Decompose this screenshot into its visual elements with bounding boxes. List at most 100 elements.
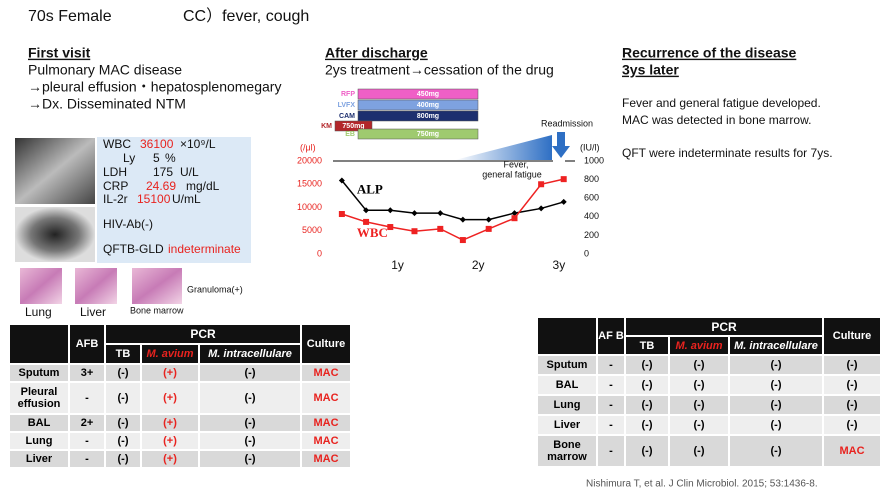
x-tick-label: 1y <box>391 258 404 272</box>
image-label: Bone marrow <box>130 305 184 315</box>
marker <box>560 198 567 205</box>
marker <box>411 228 418 235</box>
y-tick-label: 5000 <box>302 225 322 235</box>
lab-name: CRP <box>103 179 128 193</box>
header-cell: M. intracellulare <box>200 345 300 363</box>
header-row: TB M. avium M. intracellulare <box>538 337 880 354</box>
table-cell: (+) <box>142 433 198 449</box>
marker <box>560 176 567 183</box>
marker <box>459 216 466 223</box>
text-line: QFT were indeterminate results for 7ys. <box>622 146 833 160</box>
series-label: WBC <box>357 225 388 240</box>
lab-name: IL-2r <box>103 192 128 206</box>
table-row: Bone marrow - (-) (-) (-) MAC <box>538 436 880 466</box>
table-cell: - <box>598 416 624 434</box>
marker <box>538 205 545 212</box>
series-label: ALP <box>357 182 383 197</box>
table-cell: (-) <box>670 396 728 414</box>
lab-name: Ly <box>123 151 135 165</box>
text-line: →pleural effusion・hepatosplenomegary <box>28 79 281 95</box>
table-body: Sputum - (-) (-) (-) (-) BAL - (-) (-) (-) (-) Lung -… <box>538 356 880 466</box>
y-tick-label: 0 <box>317 248 322 258</box>
citation: Nishimura T, et al. J Clin Microbiol. 20… <box>586 479 818 490</box>
table-cell: Pleural effusion <box>10 383 68 413</box>
table-cell: - <box>598 396 624 414</box>
y2-tick-label: 800 <box>584 174 599 184</box>
header-cell: AFB <box>70 325 104 363</box>
y2-axis-label: (IU/l) <box>580 142 600 152</box>
header-cell: TB <box>106 345 140 363</box>
y2-tick-label: 1000 <box>584 155 604 165</box>
lab-value: 15100 <box>137 192 171 206</box>
y2-tick-label: 400 <box>584 211 599 221</box>
drug-label: KM <box>321 123 332 130</box>
marker <box>363 218 370 225</box>
table-cell: - <box>70 383 104 413</box>
table-cell: (-) <box>626 376 668 394</box>
section-title: After discharge <box>325 45 428 61</box>
lab-name: WBC <box>103 137 131 151</box>
series-line <box>341 178 564 241</box>
table-cell: Lung <box>538 396 596 414</box>
table-cell: - <box>598 356 624 374</box>
header-cell: Culture <box>302 325 350 363</box>
lab-unit: mg/dL <box>186 179 220 193</box>
drug-label: EB <box>345 131 355 138</box>
marker <box>387 224 394 231</box>
table-cell: (-) <box>200 365 300 381</box>
header-cell <box>10 325 68 363</box>
xray-image <box>15 138 95 204</box>
image-label: Granuloma(+) <box>187 284 243 294</box>
treatment-bar <box>357 128 479 140</box>
table-row: BAL 2+ (-) (+) (-) MAC <box>10 415 350 431</box>
marker <box>485 225 492 232</box>
table-head: AFB PCR Culture TB M. avium M. intracellulare <box>10 325 350 363</box>
header-cell: AF B <box>598 318 624 354</box>
table-row: Liver - (-) (+) (-) MAC <box>10 451 350 467</box>
table-cell: (-) <box>730 396 822 414</box>
table-cell: (-) <box>626 416 668 434</box>
table-cell: (-) <box>626 396 668 414</box>
lab-value: 24.69 <box>146 179 176 193</box>
table-cell: (-) <box>730 376 822 394</box>
table-cell: (-) <box>824 356 880 374</box>
series-line <box>341 180 564 221</box>
table-cell: BAL <box>10 415 68 431</box>
lab-unit: U/mL <box>172 192 201 206</box>
table-head: AF B PCR Culture TB M. avium M. intracellular… <box>538 318 880 354</box>
table-cell: (-) <box>106 365 140 381</box>
table-cell: (-) <box>106 383 140 413</box>
table-row: Sputum - (-) (-) (-) (-) <box>538 356 880 374</box>
lab-box <box>97 137 251 263</box>
section-title: Recurrence of the disease <box>622 45 797 61</box>
treatment-bar <box>357 110 479 122</box>
table-cell: (-) <box>626 436 668 466</box>
table-cell: (-) <box>626 356 668 374</box>
lab-name: LDH <box>103 165 127 179</box>
table-cell: (-) <box>200 433 300 449</box>
table-row: BAL - (-) (-) (-) (-) <box>538 376 880 394</box>
text-line: →Dx. Disseminated NTM <box>28 96 186 112</box>
treatment-bar <box>334 120 373 132</box>
drug-label: RFP <box>341 91 355 98</box>
histology-image <box>20 268 62 304</box>
ct-image <box>15 207 95 262</box>
lab-value: 36100 <box>140 137 174 151</box>
y2-tick-label: 200 <box>584 230 599 240</box>
table-row: Liver - (-) (-) (-) (-) <box>538 416 880 434</box>
table-cell: (-) <box>106 451 140 467</box>
table-cell: (-) <box>730 416 822 434</box>
readmission: Readmission <box>541 118 593 128</box>
table-row: Pleural effusion - (-) (+) (-) MAC <box>10 383 350 413</box>
treatment-bar <box>357 99 479 111</box>
text-line: Fever and general fatigue developed. <box>622 96 821 110</box>
histology-image <box>132 268 182 304</box>
table-cell: (-) <box>200 415 300 431</box>
header-row: AFB PCR Culture <box>10 325 350 363</box>
marker <box>437 225 444 232</box>
table-cell: - <box>70 433 104 449</box>
table-cell: MAC <box>302 383 350 413</box>
table-row: Lung - (-) (-) (-) (-) <box>538 396 880 414</box>
